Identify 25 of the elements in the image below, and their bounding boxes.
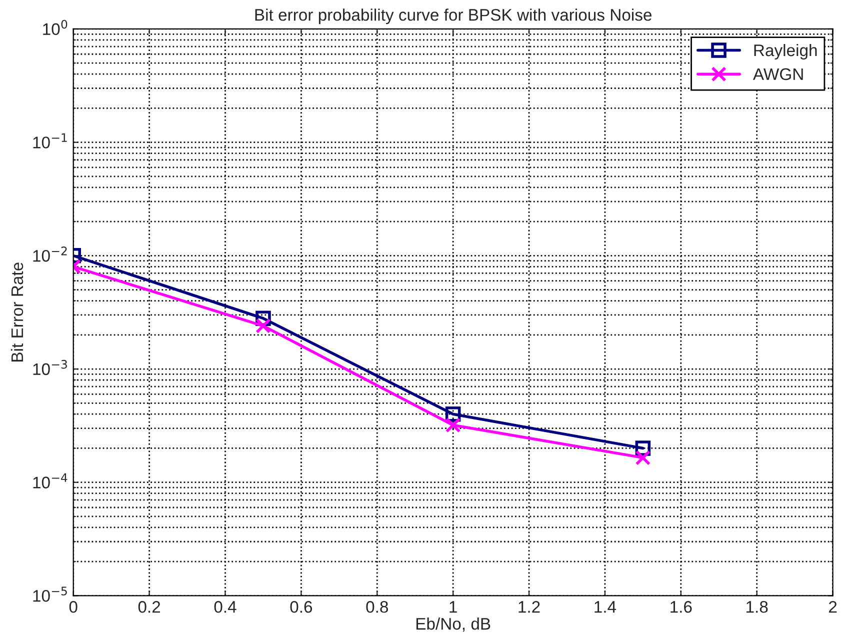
x-tick-label: 1.4 xyxy=(594,601,616,613)
y-axis-title: Bit Error Rate xyxy=(10,262,24,362)
x-axis-title: Eb/No, dB xyxy=(416,617,490,632)
x-tick-label: 0.4 xyxy=(214,601,236,613)
legend-label: AWGN xyxy=(752,68,803,80)
y-tick-label: 10$^{−2}$ xyxy=(33,246,67,262)
y-tick-label: 10$^{−5}$ xyxy=(33,586,67,602)
x-tick-label: 0 xyxy=(69,601,78,613)
y-tick-label: 10$^{−3}$ xyxy=(33,360,67,376)
chart-title: Bit error probability curve for BPSK with various Noise xyxy=(255,8,652,24)
x-tick-label: 1.6 xyxy=(670,601,692,613)
y-tick-label: 10$^{−1}$ xyxy=(33,133,67,148)
point xyxy=(256,318,271,334)
y-tick-label: 10$^{0}$ xyxy=(43,20,68,36)
x-tick-label: 0.2 xyxy=(138,601,160,613)
x-tick-label: 1.2 xyxy=(518,601,540,613)
point xyxy=(445,417,461,433)
x-tick-label: 2 xyxy=(829,601,837,613)
x-tick-label: 0.6 xyxy=(290,601,312,613)
x-tick-label: 1.8 xyxy=(746,601,768,613)
legend-label: Rayleigh xyxy=(754,44,817,60)
x-tick-label: 1 xyxy=(450,601,457,613)
x-tick-label: 0.8 xyxy=(366,601,388,613)
y-tick-label: 10$^{−4}$ xyxy=(33,473,68,488)
point xyxy=(635,450,651,466)
